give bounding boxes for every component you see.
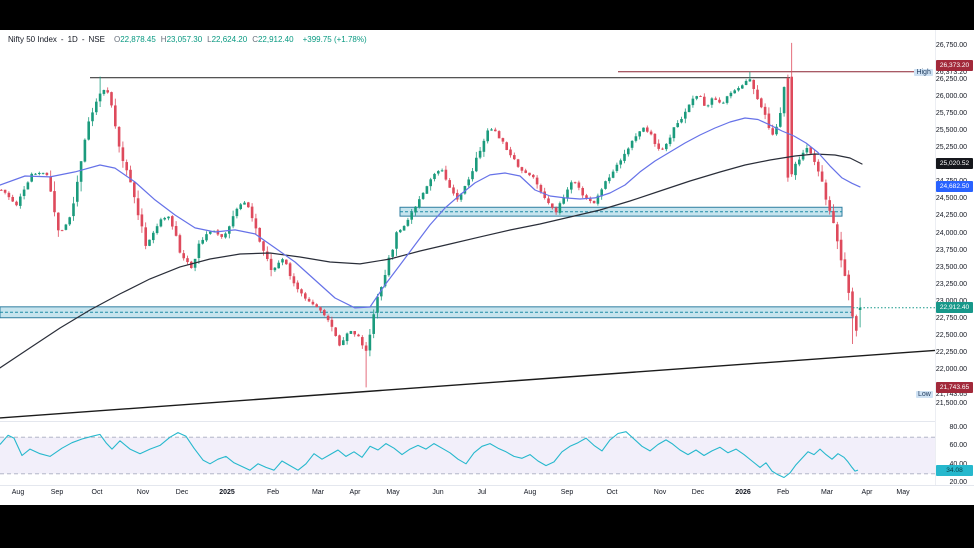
price-axis-label: 23,250.00 — [935, 280, 967, 288]
time-axis-label[interactable]: Oct — [91, 489, 103, 496]
time-axis-label[interactable]: Aug — [523, 489, 537, 496]
chart-panel: Nifty 50 Index - 1D - NSE O22,878.45 H23,… — [0, 30, 974, 505]
ma-fast-value-badge: 24,682.50 — [936, 181, 973, 193]
time-axis-label[interactable]: Jul — [477, 489, 487, 496]
price-axis-label: 22,750.00 — [935, 314, 967, 322]
rsi-axis-label: 20.00 — [949, 479, 967, 486]
time-axis-label[interactable]: Mar — [311, 489, 325, 496]
price-axis-label: 23,750.00 — [935, 246, 967, 254]
time-axis-label[interactable]: Mar — [820, 489, 834, 496]
price-axis-label: 23,500.00 — [935, 263, 967, 271]
rsi-band-fill — [0, 437, 935, 474]
time-axis-label[interactable]: Nov — [136, 489, 150, 496]
separator: - — [60, 35, 64, 44]
time-axis-label[interactable]: Dec — [691, 489, 705, 496]
time-axis-label[interactable]: Feb — [776, 489, 790, 496]
time-axis-label[interactable]: Feb — [266, 489, 280, 496]
ohlc-value: 22,912.40 — [257, 35, 294, 44]
time-axis-label[interactable]: Aug — [11, 489, 25, 496]
price-axis-label: 21,500.00 — [935, 400, 967, 407]
time-axis-label[interactable]: Apr — [349, 489, 361, 496]
ohlc-value: 23,057.30 — [166, 35, 203, 44]
low-marker-label: Low — [916, 390, 933, 398]
price-axis-label: 24,000.00 — [935, 229, 967, 237]
time-axis-label[interactable]: 2026 — [735, 489, 751, 496]
rsi-value-badge: 34.08 — [936, 464, 973, 476]
separator: - — [81, 35, 85, 44]
ohlc-value: 22,624.20 — [211, 35, 248, 44]
price-axis-label: 25,500.00 — [935, 127, 967, 135]
rsi-axis-label: 80.00 — [949, 424, 967, 431]
time-axis-label[interactable]: May — [386, 489, 400, 496]
high-marker-value: 26,373.20 — [935, 68, 967, 76]
rsi-axis-label: 40.00 — [898, 461, 970, 468]
ohlc-key: C — [252, 35, 258, 44]
low-marker: Low 21,743.65 — [840, 390, 970, 398]
time-axis-label[interactable]: Sep — [560, 489, 574, 496]
change-value: +399.75 (+1.78%) — [302, 35, 367, 44]
bottom-letterbox-bar — [0, 505, 974, 548]
high-price-badge: 26,373.20 — [936, 60, 973, 72]
time-axis-label[interactable]: Nov — [653, 489, 667, 496]
price-axis-label: 26,750.00 — [935, 42, 967, 49]
time-axis-label[interactable]: Oct — [606, 489, 618, 496]
candlestick-series[interactable] — [0, 42, 862, 388]
rsi-axis-label: 60.00 — [949, 442, 967, 450]
ohlc-key: L — [207, 35, 212, 44]
time-axis-label[interactable]: Apr — [861, 489, 873, 496]
price-axis-label: 26,000.00 — [935, 93, 967, 101]
symbol-title[interactable]: Nifty 50 Index — [8, 35, 57, 44]
symbol-info-bar[interactable]: Nifty 50 Index - 1D - NSE O22,878.45 H23,… — [8, 35, 367, 44]
price-axis-label: 22,250.00 — [935, 348, 967, 356]
price-axis-label: 25,750.00 — [935, 110, 967, 118]
high-marker: High 26,373.20 — [840, 68, 970, 76]
price-axis-label: 25,250.00 — [935, 144, 967, 152]
time-axis-label[interactable]: Sep — [50, 489, 64, 496]
exchange-label: NSE — [88, 35, 105, 44]
price-axis-label: 22,000.00 — [935, 365, 967, 373]
ohlc-key: O — [113, 35, 121, 44]
low-price-badge: 21,743.65 — [936, 381, 973, 393]
chart-canvas[interactable] — [0, 30, 974, 505]
price-axis-label: 24,500.00 — [935, 195, 967, 203]
time-axis-label[interactable]: Jun — [432, 489, 444, 496]
time-axis-label[interactable]: Dec — [175, 489, 189, 496]
high-marker-label: High — [914, 68, 933, 76]
ma-slow-line[interactable] — [0, 153, 863, 369]
price-axis-label: 23,000.00 — [898, 298, 970, 305]
top-letterbox-bar — [0, 0, 974, 30]
trendline[interactable] — [0, 349, 936, 419]
ohlc-key: H — [160, 35, 167, 44]
time-axis-label[interactable]: May — [896, 489, 910, 496]
timeframe-label[interactable]: 1D — [67, 35, 78, 44]
low-marker-value: 21,743.65 — [935, 390, 967, 398]
ohlc-value: 22,878.45 — [120, 35, 156, 44]
rsi-line[interactable] — [0, 431, 859, 479]
ma-slow-value-badge: 25,020.52 — [936, 158, 973, 170]
price-axis-label: 22,500.00 — [935, 331, 967, 339]
last-price-badge: 22,912.40 — [936, 302, 973, 314]
price-axis-label: 24,250.00 — [935, 212, 967, 220]
ma-fast-line[interactable] — [0, 117, 861, 309]
ohlc-values: O22,878.45 H23,057.30 L22,624.20 C22,912.40 — [109, 35, 294, 44]
time-axis-label[interactable]: 2025 — [219, 489, 235, 496]
price-axis-label: 26,250.00 — [935, 76, 967, 84]
